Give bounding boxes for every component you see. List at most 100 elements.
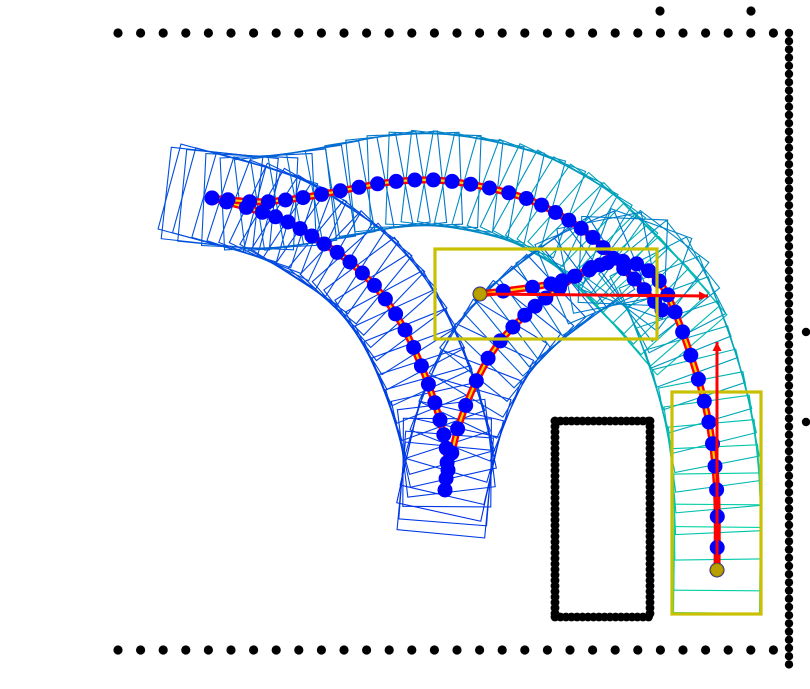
waypoint-dot <box>444 445 460 461</box>
boundary-dot <box>784 570 794 579</box>
boundary-dot <box>542 645 553 655</box>
waypoint-dot <box>440 462 456 478</box>
waypoint-dot <box>436 427 452 443</box>
boundary-dot <box>633 645 643 655</box>
waypoint-dot <box>354 265 370 281</box>
waypoint-dot <box>406 340 422 355</box>
boundary-dot <box>784 127 794 136</box>
boundary-dot <box>271 28 281 38</box>
boundary-dot <box>429 28 439 38</box>
boundary-dot <box>784 151 794 161</box>
path-waypoints <box>204 172 725 578</box>
boundary-dot <box>784 184 794 193</box>
waypoint-dot <box>696 393 712 409</box>
waypoint-dot <box>444 173 460 189</box>
boundary-dot <box>249 28 259 38</box>
boundary-dot <box>136 28 146 38</box>
waypoint-dot <box>268 209 283 225</box>
boundary-dot <box>181 28 191 38</box>
waypoint-dot <box>432 412 448 428</box>
boundary-dot <box>784 250 794 259</box>
waypoint-dot <box>518 191 534 206</box>
boundary-dot <box>407 645 417 655</box>
waypoint-dot <box>388 173 404 189</box>
waypoint-dot <box>538 290 554 306</box>
waypoint-dot <box>242 194 258 210</box>
heading-arrows <box>479 291 722 570</box>
waypoint-dot <box>501 185 517 201</box>
boundary-dot <box>784 537 794 546</box>
footprint-square <box>323 236 448 362</box>
boundary-dot <box>452 28 462 38</box>
waypoint-dot <box>278 192 293 208</box>
waypoint-dot <box>683 347 699 363</box>
boundary-dot <box>271 645 281 655</box>
waypoint-dot <box>534 197 550 213</box>
boundary-dot <box>784 168 794 177</box>
boundary-dot <box>784 61 794 70</box>
waypoint-dot <box>527 298 543 314</box>
boundary-dot <box>784 299 794 308</box>
boundary-dot <box>633 28 643 38</box>
waypoint-dot <box>370 176 386 192</box>
waypoint-dot <box>561 212 577 228</box>
boundary-dot <box>158 28 168 38</box>
footprint-square <box>366 131 464 229</box>
boundary-dot <box>768 645 779 655</box>
waypoint-dot <box>495 283 511 299</box>
waypoint-dot <box>690 371 706 387</box>
boundary-dot <box>520 645 530 655</box>
waypoint-dot <box>492 333 508 349</box>
waypoint-dot <box>675 324 691 340</box>
boundary-dot <box>784 619 794 628</box>
boundary-dot <box>784 28 794 38</box>
boundary-dot <box>520 28 530 38</box>
boundary-dot <box>497 28 507 38</box>
waypoint-dot <box>314 186 329 202</box>
waypoint-dot <box>437 482 453 498</box>
boundary-dot <box>801 327 810 337</box>
boundary-dot <box>784 561 794 571</box>
boundary-dot <box>784 102 794 112</box>
waypoint-dot <box>342 254 358 270</box>
waypoint-dot <box>626 271 642 287</box>
boundary-dot <box>475 28 485 38</box>
obstacle-rectangle <box>550 416 655 622</box>
boundary-dot <box>784 594 794 603</box>
waypoint-dot <box>413 358 429 374</box>
waypoint-dot <box>585 229 601 245</box>
boundary-dot <box>784 643 794 653</box>
boundary-dot <box>362 28 372 38</box>
boundary-dot <box>226 28 236 38</box>
waypoint-dot <box>701 414 717 430</box>
boundary-dot <box>158 645 168 655</box>
boundary-dot <box>784 553 794 562</box>
waypoint-dot <box>329 244 345 260</box>
waypoint-dot <box>292 221 308 237</box>
boundary-dot <box>113 28 123 38</box>
boundary-dot <box>784 315 794 325</box>
boundary-dot <box>784 78 794 87</box>
waypoint-dot <box>366 277 382 293</box>
boundary-dot <box>429 645 439 655</box>
boundary-dot <box>784 529 794 538</box>
waypoint-dot <box>450 421 466 437</box>
boundary-dot <box>784 291 794 300</box>
waypoint-dot <box>548 205 563 220</box>
boundary-dot <box>784 217 794 226</box>
boundary-dot <box>784 611 794 620</box>
boundary-dot <box>588 28 598 38</box>
boundary-dot <box>784 406 794 415</box>
waypoint-dot <box>707 458 723 474</box>
boundary-dot <box>784 324 794 333</box>
boundary-dot <box>801 417 810 427</box>
boundary-dot <box>784 274 794 284</box>
pose-box <box>433 247 659 341</box>
waypoint-dot <box>420 376 436 392</box>
boundary-dot <box>784 430 794 439</box>
boundary-dot <box>384 645 394 655</box>
waypoint-dot <box>280 214 296 230</box>
waypoint-dot <box>351 179 367 195</box>
boundary-dot <box>784 586 794 595</box>
